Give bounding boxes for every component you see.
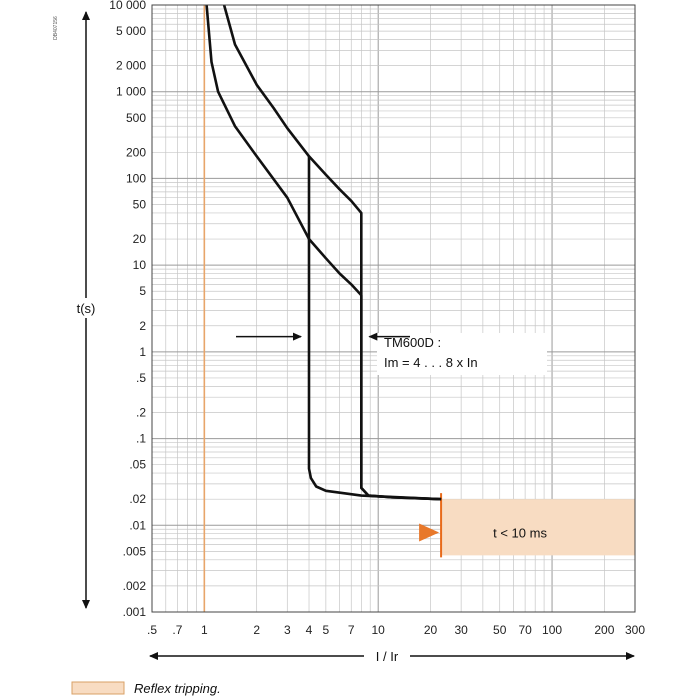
x-tick-label: 300 bbox=[625, 623, 645, 637]
x-tick-label: 2 bbox=[253, 623, 260, 637]
x-tick-label: .5 bbox=[147, 623, 157, 637]
x-tick-label: 70 bbox=[518, 623, 532, 637]
y-tick-label: .1 bbox=[136, 432, 146, 446]
x-axis-label: I / Ir bbox=[376, 649, 399, 664]
tm600d-annotation-box bbox=[377, 333, 547, 375]
x-tick-label: 200 bbox=[594, 623, 614, 637]
y-tick-labels: 10 000 5 000 2 000 1 000 500 200 100 50 20 10 5 2 1.… bbox=[109, 0, 146, 619]
legend-swatch bbox=[71, 681, 125, 695]
x-tick-label: 30 bbox=[454, 623, 468, 637]
y-label-background bbox=[72, 298, 100, 318]
trip-curve-1 bbox=[205, 4, 442, 501]
x-tick-label: .7 bbox=[172, 623, 182, 637]
x-label-background bbox=[364, 646, 410, 666]
reflex-band-layer: t < 10 ms bbox=[419, 493, 635, 558]
reflex-band-label: t < 10 ms bbox=[493, 526, 547, 541]
x-tick-label: 7 bbox=[348, 623, 355, 637]
reflex-arrow-icon bbox=[419, 523, 440, 542]
x-tick-labels: .5 .7 1 2 3 4 5 7 10 20 30 50 70 100 200 300 bbox=[147, 623, 645, 637]
x-tick-label: 20 bbox=[424, 623, 438, 637]
y-axis-label: t(s) bbox=[77, 301, 96, 316]
trip-curve-3 bbox=[307, 156, 442, 501]
y-tick-label: 20 bbox=[133, 232, 147, 246]
reflex-tripping-band bbox=[441, 499, 635, 556]
x-tick-label: 4 bbox=[306, 623, 313, 637]
y-tick-label: 5 000 bbox=[116, 24, 146, 38]
y-tick-label: .002 bbox=[123, 579, 147, 593]
document-code: DB407156 bbox=[53, 16, 59, 40]
y-tick-label: 100 bbox=[126, 171, 146, 185]
y-tick-label: 50 bbox=[133, 198, 147, 212]
x-tick-label: 3 bbox=[284, 623, 291, 637]
x-tick-label: 100 bbox=[542, 623, 562, 637]
y-tick-label: .01 bbox=[129, 518, 146, 532]
y-tick-label: 2 bbox=[139, 319, 146, 333]
tm600d-label: TM600D : bbox=[384, 335, 441, 350]
x-tick-label: 1 bbox=[201, 623, 208, 637]
im-setting-label: Im = 4 . . . 8 x In bbox=[384, 355, 478, 370]
x-tick-label: 5 bbox=[323, 623, 330, 637]
y-tick-label: 10 bbox=[133, 258, 147, 272]
y-tick-label: 5 bbox=[139, 284, 146, 298]
y-tick-label: .5 bbox=[136, 371, 146, 385]
y-tick-label: .05 bbox=[129, 458, 146, 472]
series-layer bbox=[205, 4, 442, 501]
trip-curve-2 bbox=[222, 4, 442, 501]
y-tick-label: 1 000 bbox=[116, 85, 146, 99]
y-tick-label: .2 bbox=[136, 405, 146, 419]
y-tick-label: 2 000 bbox=[116, 59, 146, 73]
y-tick-label: 1 bbox=[139, 345, 146, 359]
y-tick-label: .02 bbox=[129, 492, 146, 506]
y-tick-label: .001 bbox=[123, 605, 147, 619]
x-tick-label: 50 bbox=[493, 623, 507, 637]
legend-label: Reflex tripping. bbox=[134, 681, 221, 696]
y-tick-label: 200 bbox=[126, 145, 146, 159]
y-tick-label: 10 000 bbox=[109, 0, 146, 12]
x-tick-label: 10 bbox=[372, 623, 386, 637]
y-tick-label: .005 bbox=[123, 544, 147, 558]
plot-frame bbox=[151, 4, 636, 613]
y-tick-label: 500 bbox=[126, 111, 146, 125]
